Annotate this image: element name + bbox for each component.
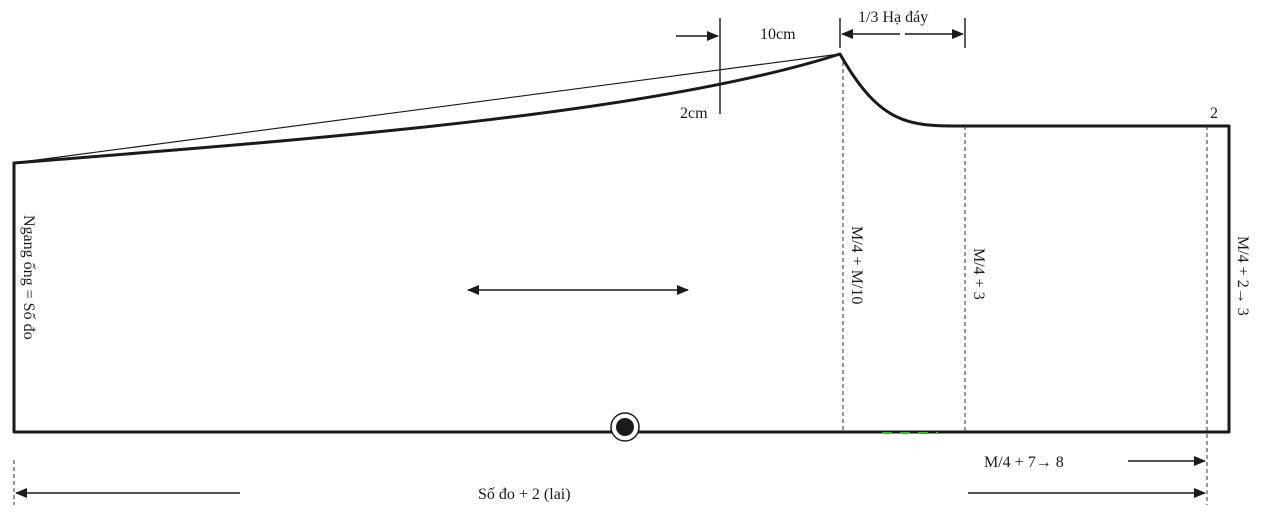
label-right-side: M/4 + 2→ 3 bbox=[1234, 236, 1251, 316]
pattern-outline bbox=[12, 52, 1231, 434]
label-ten-cm: 10cm bbox=[760, 26, 796, 43]
label-hip-line: M/4 + 3 bbox=[970, 248, 987, 300]
label-bottom-right: M/4 + 7→ 8 bbox=[984, 454, 1064, 471]
label-corner-two: 2 bbox=[1210, 105, 1218, 122]
bottom-marker-inner bbox=[616, 418, 634, 436]
label-one-third-ha-day: 1/3 Hạ đáy bbox=[858, 9, 928, 26]
label-left-side: Ngang ống = Số đo bbox=[20, 215, 37, 340]
label-two-cm: 2cm bbox=[680, 105, 708, 122]
label-bottom-total: Số đo + 2 (lai) bbox=[478, 486, 571, 503]
label-crotch-line: M/4 + M/10 bbox=[848, 226, 865, 304]
top-guide-line bbox=[13, 53, 841, 164]
